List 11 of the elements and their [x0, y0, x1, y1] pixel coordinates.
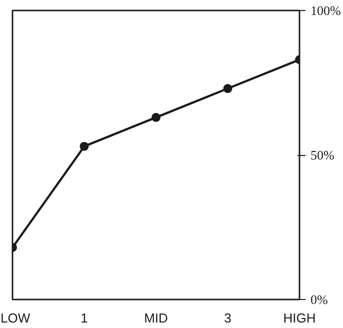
- y-tick-label: 100%: [310, 3, 341, 18]
- x-tick-label: 1: [80, 310, 88, 326]
- x-tick-label: 3: [224, 310, 232, 326]
- y-tick-label: 0%: [310, 292, 328, 307]
- x-tick-label: LOW: [0, 310, 31, 326]
- x-tick-label: HIGH: [283, 310, 316, 326]
- x-tick-label: MID: [144, 310, 168, 326]
- point: [152, 112, 160, 122]
- point: [223, 84, 232, 94]
- y-tick-label: 50%: [310, 148, 334, 162]
- point: [80, 142, 89, 151]
